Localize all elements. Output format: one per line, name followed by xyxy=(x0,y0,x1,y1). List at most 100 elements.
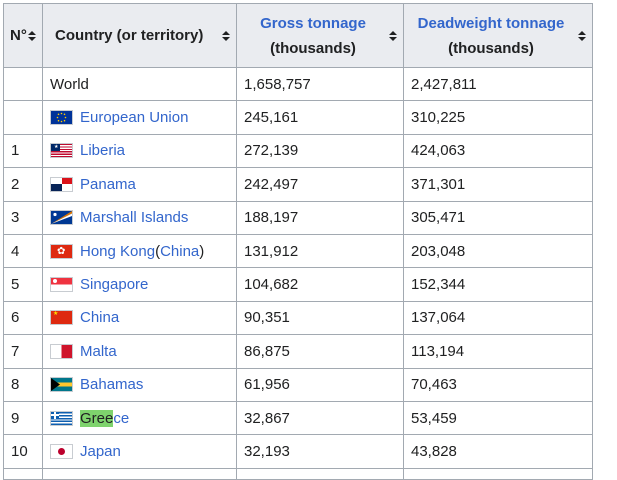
country-parent-link[interactable]: China xyxy=(160,242,200,260)
rank-cell xyxy=(3,66,43,102)
rank-cell: 2 xyxy=(3,167,43,202)
sort-icon[interactable] xyxy=(28,31,36,41)
gross-tonnage-unit: (thousands) xyxy=(270,40,356,57)
deadweight-tonnage-cell: 70,463 xyxy=(403,367,593,402)
panama-flag-icon[interactable] xyxy=(50,176,73,192)
country-link[interactable]: Japan xyxy=(80,442,121,460)
rank-cell: 10 xyxy=(3,434,43,469)
country-cell: World xyxy=(42,66,237,102)
malta-flag-icon[interactable] xyxy=(50,343,73,359)
country-suffix-open: ( xyxy=(155,242,161,260)
rank-cell: 6 xyxy=(3,300,43,336)
country-cell: ✿ Hong Kong (China) xyxy=(42,233,237,269)
gross-tonnage-cell: 104,682 xyxy=(236,267,404,302)
gross-tonnage-cell: 131,912 xyxy=(236,233,404,269)
country-cell: Greece xyxy=(42,400,237,436)
table-row: 6 ★ China 90,351 137,064 xyxy=(3,300,593,336)
rank-header-label: N° xyxy=(10,27,27,44)
country-cell: ★ Liberia xyxy=(42,133,237,169)
table-row: 1 ★ Liberia 272,139 424,063 xyxy=(3,133,593,169)
gross-tonnage-cell: 90,351 xyxy=(236,300,404,336)
rank-cell: 4 xyxy=(3,233,43,269)
country-link[interactable]: Liberia xyxy=(80,142,126,160)
country-link[interactable]: Panama xyxy=(80,175,136,193)
gross-tonnage-cell: 242,497 xyxy=(236,167,404,202)
bahamas-flag-icon[interactable] xyxy=(50,377,73,393)
rank-cell: 1 xyxy=(3,133,43,169)
country-link[interactable]: Marshall Islands xyxy=(80,209,189,227)
table-row: 7 Malta 86,875 113,194 xyxy=(3,334,593,369)
deadweight-tonnage-cell: 203,048 xyxy=(403,233,593,269)
sort-icon[interactable] xyxy=(389,31,397,41)
rank-cell: 3 xyxy=(3,200,43,235)
table-row: 8 Bahamas 61,956 70,463 xyxy=(3,367,593,402)
country-cell: Japan xyxy=(42,434,237,469)
table-row: 5 Singapore 104,682 152,344 xyxy=(3,267,593,302)
table-row: 3 Marshall Islands 188,197 305,471 xyxy=(3,200,593,235)
country-link[interactable]: Hong Kong xyxy=(80,242,156,260)
country-cell: Marshall Islands xyxy=(42,200,237,235)
country-link-rest: ce xyxy=(113,409,130,427)
gross-tonnage-cell: 61,956 xyxy=(236,367,404,402)
greece-flag-icon[interactable] xyxy=(50,410,73,426)
gross-tonnage-cell: 1,658,757 xyxy=(236,66,404,102)
rank-cell: 9 xyxy=(3,400,43,436)
country-column-header[interactable]: Country (or territory) xyxy=(42,3,237,68)
country-link[interactable]: Bahamas xyxy=(80,376,144,394)
country-header-label: Country (or territory) xyxy=(55,27,204,44)
country-cell: Bahamas xyxy=(42,367,237,402)
deadweight-tonnage-cell: 2,427,811 xyxy=(403,66,593,102)
table-row: World 1,658,757 2,427,811 xyxy=(3,66,593,102)
singapore-flag-icon[interactable] xyxy=(50,277,73,293)
country-link[interactable]: China xyxy=(80,309,120,327)
hong-kong-flag-icon[interactable]: ✿ xyxy=(50,243,73,259)
rank-cell: 7 xyxy=(3,334,43,369)
liberia-flag-icon[interactable]: ★ xyxy=(50,143,73,159)
rank-column-header[interactable]: N° xyxy=(3,3,43,68)
search-highlight: Gree xyxy=(80,409,114,427)
rank-cell: 8 xyxy=(3,367,43,402)
gross-tonnage-cell: 32,867 xyxy=(236,400,404,436)
deadweight-tonnage-cell: 43,828 xyxy=(403,434,593,469)
table-row: 2 Panama 242,497 371,301 xyxy=(3,167,593,202)
gross-tonnage-cell: 188,197 xyxy=(236,200,404,235)
gross-tonnage-cell: 245,161 xyxy=(236,100,404,135)
deadweight-tonnage-cell: 113,194 xyxy=(403,334,593,369)
deadweight-tonnage-column-header[interactable]: Deadweight tonnage (thousands) xyxy=(403,3,593,68)
country-name: World xyxy=(50,75,89,93)
rank-cell: 5 xyxy=(3,267,43,302)
country-link[interactable]: Singapore xyxy=(80,276,149,294)
japan-flag-icon[interactable] xyxy=(50,443,73,459)
table-row: 4 ✿ Hong Kong (China) 131,912 203,048 xyxy=(3,233,593,269)
table-row: 9 Greece 32,867 53,459 xyxy=(3,400,593,436)
country-suffix-close: ) xyxy=(199,242,205,260)
deadweight-tonnage-cell: 371,301 xyxy=(403,167,593,202)
china-flag-icon[interactable]: ★ xyxy=(50,310,73,326)
country-link[interactable]: Malta xyxy=(80,342,117,360)
rank-cell xyxy=(3,100,43,135)
marshall-islands-flag-icon[interactable] xyxy=(50,210,73,226)
table-row: European Union 245,161 310,225 xyxy=(3,100,593,135)
sort-icon[interactable] xyxy=(222,31,230,41)
sort-icon[interactable] xyxy=(578,31,586,41)
deadweight-tonnage-cell: 310,225 xyxy=(403,100,593,135)
deadweight-tonnage-link[interactable]: Deadweight tonnage xyxy=(417,15,565,32)
table-row: 10 Japan 32,193 43,828 xyxy=(3,434,593,469)
deadweight-tonnage-cell: 53,459 xyxy=(403,400,593,436)
gross-tonnage-cell: 272,139 xyxy=(236,133,404,169)
deadweight-tonnage-cell: 305,471 xyxy=(403,200,593,235)
gross-tonnage-link[interactable]: Gross tonnage xyxy=(260,15,366,32)
country-link[interactable]: European Union xyxy=(80,109,189,127)
deadweight-tonnage-cell: 424,063 xyxy=(403,133,593,169)
deadweight-tonnage-cell: 152,344 xyxy=(403,267,593,302)
eu-flag-icon[interactable] xyxy=(50,110,73,126)
deadweight-tonnage-unit: (thousands) xyxy=(448,40,534,57)
gross-tonnage-cell: 86,875 xyxy=(236,334,404,369)
shipping-tonnage-table: N° Country (or territory) Gross tonnage … xyxy=(3,3,593,480)
country-link[interactable]: Greece xyxy=(80,409,130,427)
header-row: N° Country (or territory) Gross tonnage … xyxy=(3,3,593,68)
country-cell: ★ China xyxy=(42,300,237,336)
gross-tonnage-column-header[interactable]: Gross tonnage (thousands) xyxy=(236,3,404,68)
country-cell: Malta xyxy=(42,334,237,369)
gross-tonnage-cell: 32,193 xyxy=(236,434,404,469)
